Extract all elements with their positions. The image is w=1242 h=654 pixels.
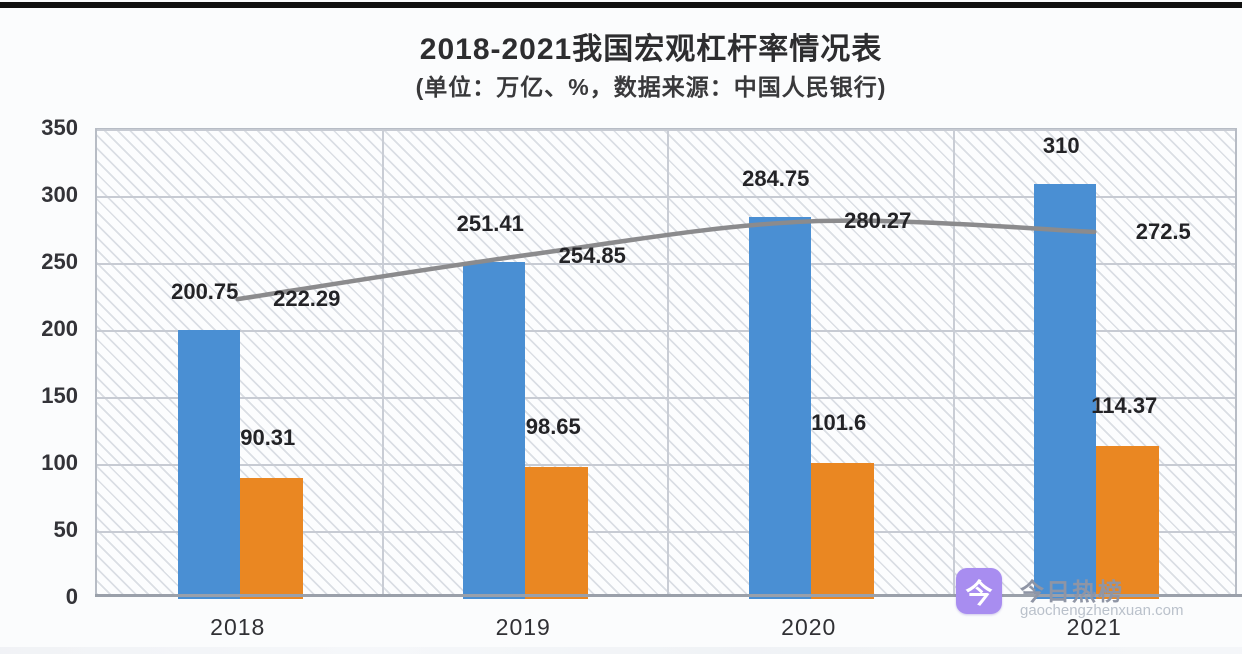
label-blue-2020: 284.75	[742, 166, 810, 192]
bar-2019-blue	[463, 262, 526, 599]
h-gridline-50	[97, 531, 1235, 533]
bar-2018-orange	[239, 477, 303, 599]
chart-subtitle: (单位：万亿、%，数据来源：中国人民银行)	[415, 74, 887, 100]
plot-area	[95, 128, 1237, 599]
h-gridline-100	[97, 464, 1235, 466]
x-tick-label-2019: 2019	[495, 614, 551, 640]
label-blue-2021: 310	[1042, 132, 1080, 158]
bar-2020-blue	[748, 217, 811, 599]
y-tick-label-200: 200	[41, 316, 78, 341]
bar-2018-blue	[177, 329, 240, 599]
label-orange-2020: 101.6	[811, 409, 867, 435]
label-blue-2019: 251.41	[456, 211, 524, 237]
label-line-2018: 222.29	[273, 286, 341, 312]
cropped-legend-strip	[0, 647, 1242, 654]
chart-title: 2018-2021我国宏观杠杆率情况表	[419, 33, 883, 66]
label-line-2021: 272.5	[1135, 218, 1191, 244]
bar-2019-orange	[525, 466, 589, 599]
bar-2021-orange	[1096, 445, 1160, 599]
watermark-domain: gaochengzhenxuan.com	[1020, 602, 1184, 619]
h-gridline-350	[97, 129, 1235, 131]
y-tick-label-350: 350	[41, 115, 78, 140]
watermark-app-name: 今日热榜	[1020, 579, 1124, 606]
v-gridline-3	[952, 130, 955, 595]
y-tick-label-50: 50	[53, 517, 78, 542]
label-line-2019: 254.85	[558, 242, 626, 268]
x-tick-label-2021: 2021	[1066, 614, 1122, 640]
y-tick-label-150: 150	[41, 383, 78, 408]
x-tick-label-2018: 2018	[210, 614, 266, 640]
v-gridline-2	[667, 130, 669, 595]
label-blue-2018: 200.75	[171, 278, 239, 304]
h-gridline-200	[97, 330, 1235, 332]
h-gridline-300	[97, 196, 1235, 198]
y-tick-label-250: 250	[41, 249, 78, 274]
x-axis-line	[95, 594, 1242, 597]
y-tick-label-300: 300	[41, 182, 78, 207]
label-orange-2019: 98.65	[525, 413, 581, 439]
x-tick-label-2020: 2020	[781, 614, 837, 640]
label-orange-2018: 90.31	[240, 424, 296, 450]
bar-2020-orange	[810, 462, 874, 599]
top-border-line	[0, 2, 1242, 8]
label-line-2020: 280.27	[844, 208, 912, 234]
y-tick-label-100: 100	[41, 450, 78, 475]
y-tick-label-0: 0	[65, 584, 78, 609]
h-gridline-150	[97, 397, 1235, 399]
watermark-app-icon: 今	[956, 568, 1002, 614]
bar-2021-blue	[1034, 183, 1097, 599]
label-orange-2021: 114.37	[1091, 392, 1158, 418]
v-gridline-1	[381, 130, 384, 595]
